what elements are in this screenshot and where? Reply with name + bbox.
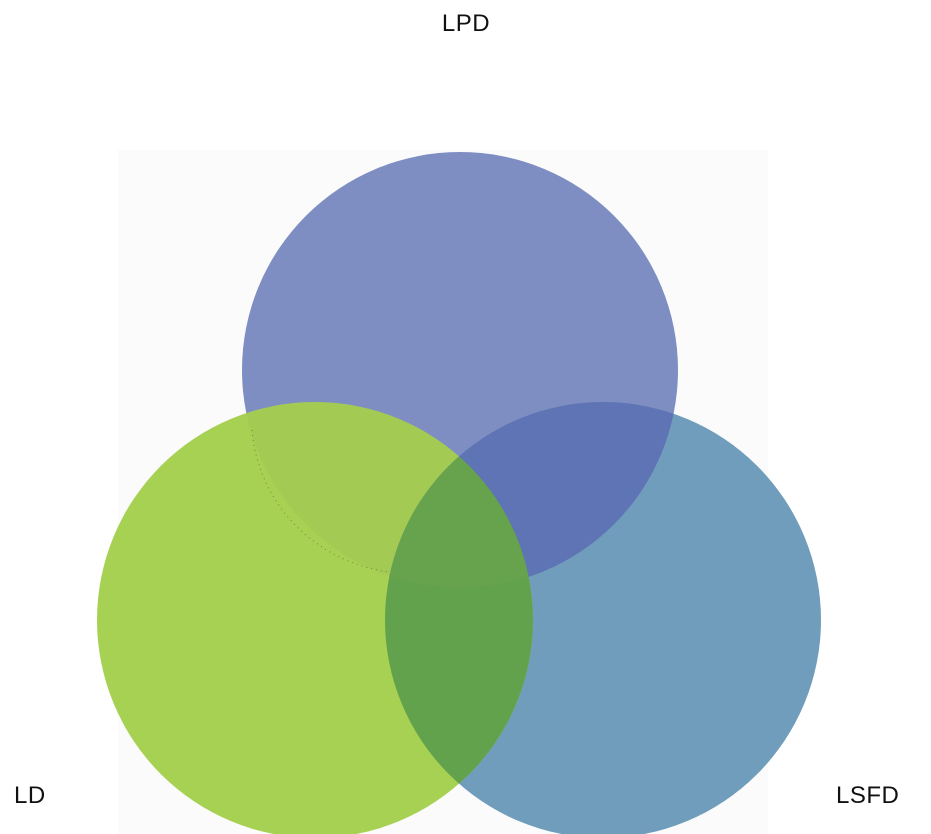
lsfd-label: LSFD xyxy=(836,782,900,809)
ld-label: LD xyxy=(14,782,46,809)
ld-lsfd-overlap xyxy=(385,402,533,834)
ld-lpd-overlap xyxy=(242,402,533,588)
lpd-label: LPD xyxy=(441,10,491,37)
